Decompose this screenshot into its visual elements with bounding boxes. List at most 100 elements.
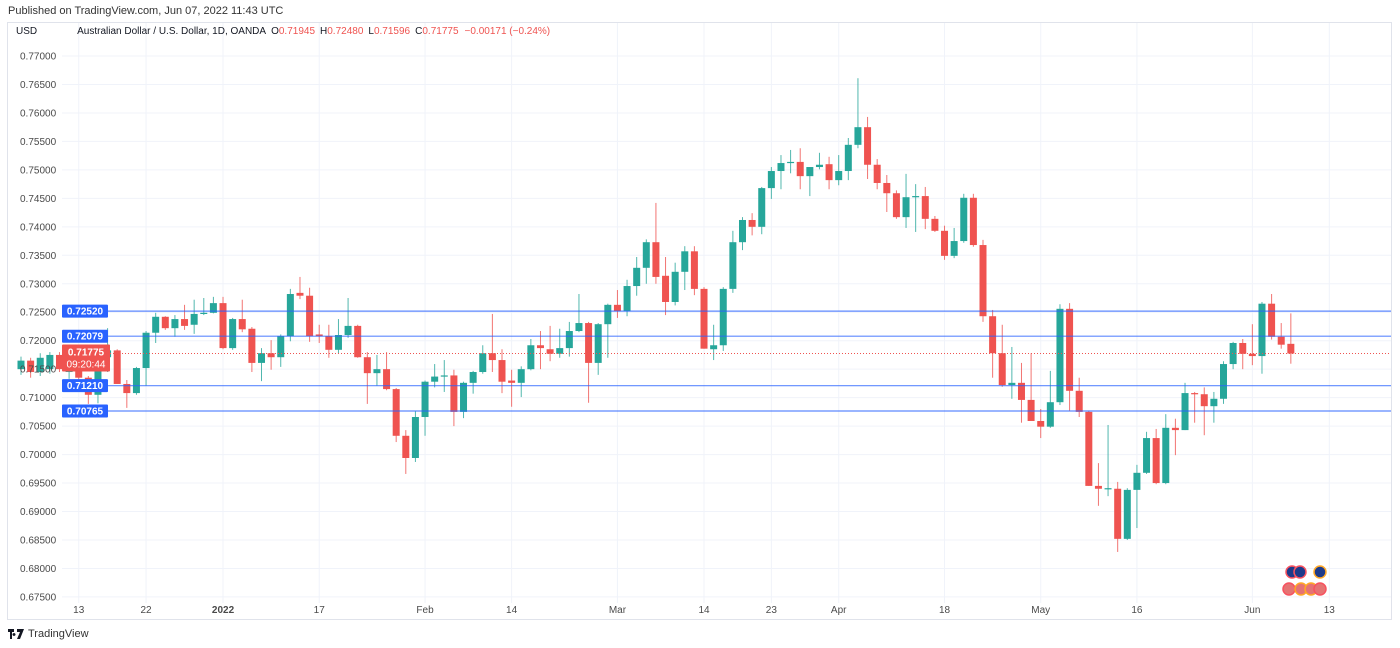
candle-up[interactable] bbox=[1229, 341, 1237, 370]
footer-brand[interactable]: TradingView bbox=[28, 628, 89, 640]
candle-up[interactable] bbox=[912, 184, 920, 232]
candle-up[interactable] bbox=[556, 328, 564, 358]
candle-down[interactable] bbox=[662, 256, 670, 316]
au-event-icon[interactable] bbox=[1293, 565, 1307, 579]
candle-down[interactable] bbox=[585, 321, 593, 403]
candle-up[interactable] bbox=[286, 288, 294, 342]
candle-down[interactable] bbox=[161, 316, 169, 330]
candle-up[interactable] bbox=[787, 149, 795, 174]
candle-up[interactable] bbox=[642, 239, 650, 284]
candle-up[interactable] bbox=[758, 186, 766, 235]
candle-up[interactable] bbox=[46, 352, 54, 374]
candle-down[interactable] bbox=[1037, 409, 1045, 439]
candle-down[interactable] bbox=[1066, 303, 1074, 411]
candle-up[interactable] bbox=[960, 193, 968, 243]
candle-up[interactable] bbox=[1220, 361, 1227, 404]
candle-up[interactable] bbox=[671, 262, 679, 306]
candle-up[interactable] bbox=[854, 78, 862, 149]
candle-down[interactable] bbox=[354, 324, 362, 358]
candle-down[interactable] bbox=[1287, 313, 1295, 364]
candle-up[interactable] bbox=[142, 331, 150, 386]
candle-up[interactable] bbox=[1162, 414, 1170, 485]
candle-up[interactable] bbox=[1056, 304, 1064, 406]
candle-up[interactable] bbox=[767, 167, 775, 199]
candle-up[interactable] bbox=[902, 173, 910, 228]
candle-up[interactable] bbox=[229, 317, 237, 350]
candle-down[interactable] bbox=[825, 156, 833, 190]
candle-up[interactable] bbox=[681, 246, 689, 291]
candle-up[interactable] bbox=[1046, 370, 1054, 428]
candle-up[interactable] bbox=[1210, 391, 1218, 423]
candle-up[interactable] bbox=[190, 299, 198, 334]
candle-up[interactable] bbox=[411, 411, 419, 462]
candle-down[interactable] bbox=[536, 331, 544, 370]
candle-down[interactable] bbox=[402, 430, 410, 474]
candle-down[interactable] bbox=[383, 352, 391, 391]
candle-up[interactable] bbox=[950, 227, 958, 259]
candle-up[interactable] bbox=[36, 353, 44, 377]
candle-down[interactable] bbox=[55, 352, 63, 373]
candle-down[interactable] bbox=[238, 299, 246, 333]
candle-down[interactable] bbox=[1171, 418, 1179, 456]
chart-panel[interactable] bbox=[7, 22, 1392, 620]
candle-up[interactable] bbox=[729, 230, 737, 293]
candle-up[interactable] bbox=[258, 348, 265, 382]
candle-down[interactable] bbox=[864, 116, 872, 179]
candle-down[interactable] bbox=[979, 239, 987, 322]
candle-up[interactable] bbox=[460, 381, 468, 419]
candle-up[interactable] bbox=[719, 287, 727, 351]
candle-up[interactable] bbox=[440, 360, 448, 392]
candle-up[interactable] bbox=[777, 155, 785, 190]
candle-up[interactable] bbox=[565, 321, 573, 357]
candle-up[interactable] bbox=[527, 338, 535, 371]
candle-up[interactable] bbox=[517, 366, 525, 398]
candle-down[interactable] bbox=[123, 379, 131, 408]
candle-down[interactable] bbox=[267, 340, 275, 370]
candle-down[interactable] bbox=[1085, 410, 1093, 486]
candle-down[interactable] bbox=[363, 352, 371, 404]
candle-up[interactable] bbox=[633, 256, 641, 296]
candle-up[interactable] bbox=[575, 294, 583, 333]
candle-up[interactable] bbox=[344, 297, 352, 338]
candle-down[interactable] bbox=[613, 290, 621, 318]
candle-up[interactable] bbox=[1133, 464, 1141, 529]
candle-down[interactable] bbox=[796, 148, 804, 190]
candle-up[interactable] bbox=[479, 345, 487, 374]
candle-down[interactable] bbox=[248, 327, 256, 373]
candle-up[interactable] bbox=[132, 366, 140, 395]
candle-up[interactable] bbox=[200, 297, 208, 316]
candle-up[interactable] bbox=[594, 323, 602, 375]
candle-down[interactable] bbox=[1017, 362, 1025, 423]
candle-down[interactable] bbox=[989, 309, 997, 378]
candle-down[interactable] bbox=[546, 325, 554, 362]
symbol-title[interactable]: Australian Dollar / U.S. Dollar, 1D, OAN… bbox=[77, 26, 267, 37]
candle-down[interactable] bbox=[941, 225, 949, 260]
candle-down[interactable] bbox=[873, 159, 881, 190]
candle-up[interactable] bbox=[469, 370, 477, 394]
candle-up[interactable] bbox=[277, 334, 285, 367]
candle-up[interactable] bbox=[152, 312, 160, 343]
candle-down[interactable] bbox=[450, 369, 458, 427]
candle-down[interactable] bbox=[969, 193, 977, 247]
candle-down[interactable] bbox=[113, 349, 121, 384]
candle-up[interactable] bbox=[1258, 301, 1266, 374]
candle-down[interactable] bbox=[1094, 463, 1102, 506]
candle-up[interactable] bbox=[1008, 346, 1016, 399]
candle-down[interactable] bbox=[1239, 338, 1247, 370]
candle-down[interactable] bbox=[315, 324, 323, 343]
candle-up[interactable] bbox=[1143, 431, 1151, 474]
candle-up[interactable] bbox=[739, 217, 746, 251]
candle-down[interactable] bbox=[219, 296, 227, 350]
candle-down[interactable] bbox=[27, 357, 35, 378]
candle-up[interactable] bbox=[1123, 488, 1131, 540]
candle-down[interactable] bbox=[1114, 481, 1122, 552]
candle-up[interactable] bbox=[17, 356, 25, 375]
candle-up[interactable] bbox=[604, 303, 612, 358]
candle-down[interactable] bbox=[700, 287, 708, 349]
candle-down[interactable] bbox=[498, 349, 506, 394]
candle-up[interactable] bbox=[431, 364, 439, 388]
candle-up[interactable] bbox=[171, 315, 179, 337]
candle-down[interactable] bbox=[508, 369, 516, 407]
candle-up[interactable] bbox=[844, 137, 852, 181]
